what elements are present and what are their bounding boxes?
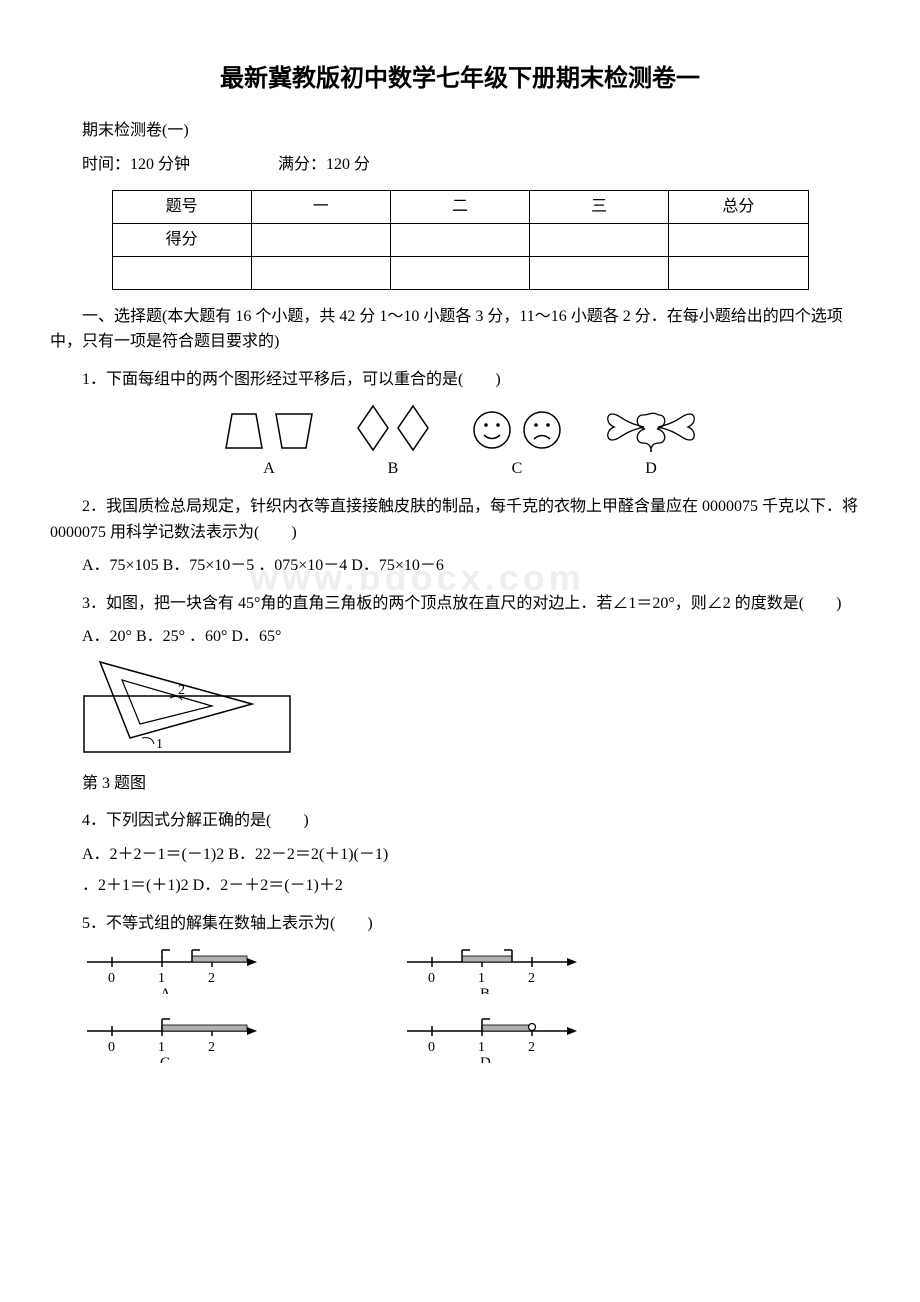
svg-text:2: 2: [178, 683, 185, 698]
empty-cell: [669, 223, 808, 256]
header-cell: 题号: [112, 190, 251, 223]
q3-caption: 第 3 题图: [50, 771, 870, 797]
empty-cell: [530, 223, 669, 256]
empty-cell: [251, 223, 390, 256]
empty-cell: [112, 256, 251, 289]
option-label: C: [470, 456, 564, 482]
trapezoid-icon: [222, 408, 266, 452]
q5-option-c: 0 1 2 C: [82, 1013, 262, 1072]
question-2: 2．我国质检总局规定，针织内衣等直接接触皮肤的制品，每千克的衣物上甲醛含量应在 …: [50, 494, 870, 545]
svg-text:B: B: [480, 986, 490, 994]
option-label: A: [222, 456, 316, 482]
svg-text:1: 1: [478, 971, 485, 986]
svg-text:C: C: [160, 1055, 170, 1063]
q5-option-a: 0 1 2 A: [82, 944, 262, 1003]
empty-cell: [530, 256, 669, 289]
q1-option-a: A: [222, 402, 316, 482]
question-4: 4．下列因式分解正确的是( ): [50, 808, 870, 834]
q1-figure-row: A B C: [50, 402, 870, 482]
question-3: 3．如图，把一块含有 45°角的直角三角板的两个顶点放在直尺的对边上．若∠1＝2…: [50, 591, 870, 617]
smiley-face-icon: [470, 408, 514, 452]
svg-text:2: 2: [528, 971, 535, 986]
page-title: 最新冀教版初中数学七年级下册期末检测卷一: [50, 60, 870, 98]
empty-cell: [390, 256, 529, 289]
timing-line: 时间：120 分钟 满分：120 分: [50, 152, 870, 178]
svg-text:1: 1: [158, 971, 165, 986]
heart-left-icon: [654, 408, 698, 446]
svg-text:2: 2: [528, 1040, 535, 1055]
score-label: 满分：120 分: [278, 156, 370, 173]
empty-cell: [390, 223, 529, 256]
numberline-icon: 0 1 2 D: [402, 1013, 582, 1063]
row-label-cell: 得分: [112, 223, 251, 256]
svg-text:D: D: [480, 1055, 491, 1063]
svg-text:0: 0: [108, 971, 115, 986]
numberline-icon: 0 1 2 A: [82, 944, 262, 994]
svg-text:2: 2: [208, 1040, 215, 1055]
question-1: 1．下面每组中的两个图形经过平移后，可以重合的是( ): [50, 367, 870, 393]
q3-answers: A．20° B．25° ．60° D．65°: [50, 624, 870, 650]
q5-option-b: 0 1 2 B: [402, 944, 582, 1003]
q5-option-d: 0 1 2 D: [402, 1013, 582, 1072]
q1-option-c: C: [470, 402, 564, 482]
header-cell: 总分: [669, 190, 808, 223]
svg-text:0: 0: [108, 1040, 115, 1055]
empty-cell: [669, 256, 808, 289]
heart-right-icon: [604, 408, 648, 446]
svg-text:0: 0: [428, 971, 435, 986]
question-5: 5．不等式组的解集在数轴上表示为( ): [50, 911, 870, 937]
q5-figure-grid: 0 1 2 A 0 1 2: [82, 944, 870, 1071]
table-row: [112, 256, 808, 289]
sad-face-icon: [520, 408, 564, 452]
time-label: 时间：120 分钟: [82, 156, 190, 173]
table-row: 得分: [112, 223, 808, 256]
q2-answers: A．75×105 B．75×10－5 ．075×10－4 D．75×10－6: [50, 553, 870, 579]
header-cell: 二: [390, 190, 529, 223]
q3-figure: 2 1: [82, 658, 870, 767]
diamond-icon: [356, 404, 390, 452]
option-label: D: [604, 456, 698, 482]
svg-text:1: 1: [478, 1040, 485, 1055]
empty-cell: [251, 256, 390, 289]
q4-answers-line1: A．2＋2－1＝(－1)2 B．22－2＝2(＋1)(－1): [50, 842, 870, 868]
numberline-icon: 0 1 2 C: [82, 1013, 262, 1063]
svg-text:0: 0: [428, 1040, 435, 1055]
numberline-icon: 0 1 2 B: [402, 944, 582, 994]
trapezoid-icon: [272, 408, 316, 452]
q1-option-b: B: [356, 402, 430, 482]
triangle-ruler-icon: 2 1: [82, 658, 292, 758]
subtitle: 期末检测卷(一): [50, 118, 870, 144]
table-row: 题号 一 二 三 总分: [112, 190, 808, 223]
q1-option-d: D: [604, 402, 698, 482]
svg-text:A: A: [160, 986, 171, 994]
option-label: B: [356, 456, 430, 482]
header-cell: 一: [251, 190, 390, 223]
score-table: 题号 一 二 三 总分 得分: [112, 190, 809, 290]
q4-answers-line2: ．2＋1＝(＋1)2 D．2－＋2＝(－1)＋2: [50, 873, 870, 899]
svg-text:2: 2: [208, 971, 215, 986]
header-cell: 三: [530, 190, 669, 223]
svg-text:1: 1: [158, 1040, 165, 1055]
section-1-heading: 一、选择题(本大题有 16 个小题，共 42 分 1～10 小题各 3 分，11…: [50, 304, 870, 355]
svg-text:1: 1: [156, 737, 163, 752]
diamond-icon: [396, 404, 430, 452]
